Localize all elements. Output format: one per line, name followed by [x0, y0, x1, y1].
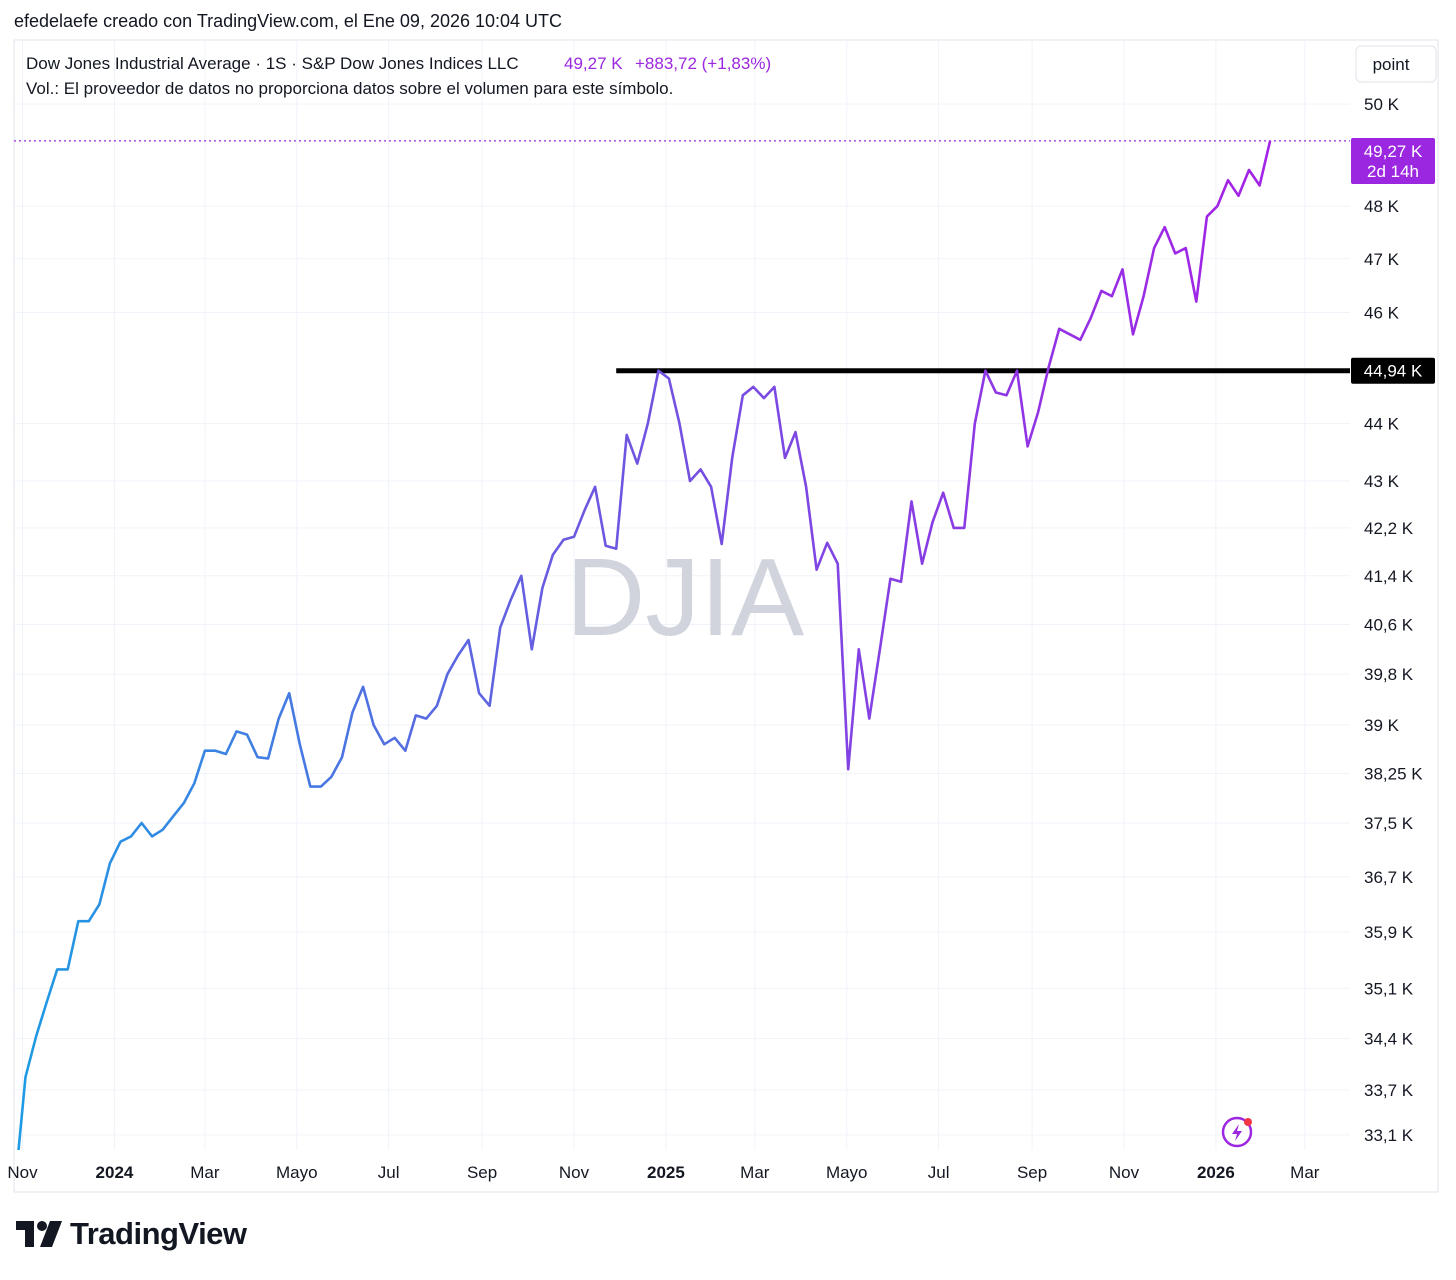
last-price-tag-bg — [1351, 138, 1435, 184]
x-tick-label: 2026 — [1197, 1163, 1235, 1182]
y-tick-label: 39,8 K — [1364, 665, 1414, 684]
level-tag: 44,94 K — [1351, 357, 1435, 384]
legend-last-value: 49,27 K — [564, 54, 623, 73]
y-tick-label: 36,7 K — [1364, 868, 1414, 887]
x-tick-label: Mayo — [826, 1163, 868, 1182]
symbol-watermark: DJIA — [566, 536, 805, 659]
y-tick-label: 35,1 K — [1364, 979, 1414, 998]
x-tick-label: Nov — [7, 1163, 38, 1182]
y-tick-label: 34,4 K — [1364, 1030, 1414, 1049]
y-tick-label: 37,5 K — [1364, 814, 1414, 833]
legend-volume-note: Vol.: El proveedor de datos no proporcio… — [26, 79, 673, 98]
y-tick-label: 39 K — [1364, 716, 1400, 735]
y-tick-label: 40,6 K — [1364, 616, 1414, 635]
tradingview-logo: TradingView — [16, 1216, 247, 1252]
scale-button-frame[interactable] — [1355, 45, 1437, 83]
bolt-icon[interactable] — [1221, 1116, 1253, 1148]
y-tick-label: 43 K — [1364, 472, 1400, 491]
scale-button[interactable]: point — [1355, 45, 1437, 83]
y-tick-label: 47 K — [1364, 250, 1400, 269]
scale-button-label[interactable]: point — [1373, 55, 1410, 74]
y-tick-label: 44 K — [1364, 415, 1400, 434]
y-tick-label: 41,4 K — [1364, 567, 1414, 586]
x-tick-label: Mar — [190, 1163, 220, 1182]
y-tick-label: 48 K — [1364, 197, 1400, 216]
x-tick-label: Nov — [1109, 1163, 1140, 1182]
x-tick-label: Nov — [559, 1163, 590, 1182]
x-tick-label: 2024 — [96, 1163, 134, 1182]
chart-frame — [13, 39, 1439, 1193]
chart-legend: Dow Jones Industrial Average · 1S · S&P … — [26, 54, 771, 98]
chart-attribution: efedelaefe creado con TradingView.com, e… — [14, 11, 563, 31]
y-tick-label: 42,2 K — [1364, 519, 1414, 538]
price-chart[interactable]: DJIA Nov 2024 Mar Mayo Jul Sep Nov 2025 Mar Mayo J… — [0, 0, 1456, 1200]
last-price-tag-countdown: 2d 14h — [1367, 162, 1419, 181]
x-tick-label: Sep — [467, 1163, 497, 1182]
last-price-tag-value: 49,27 K — [1364, 142, 1423, 161]
x-axis: Nov 2024 Mar Mayo Jul Sep Nov 2025 Mar Mayo Jul Sep… — [7, 1163, 1319, 1182]
x-tick-label: Mar — [1290, 1163, 1320, 1182]
series-line-djia — [17, 140, 1272, 1150]
tradingview-logo-text: TradingView — [70, 1216, 247, 1251]
y-tick-label: 33,7 K — [1364, 1081, 1414, 1100]
x-tick-label: Jul — [928, 1163, 950, 1182]
x-tick-label: Jul — [378, 1163, 400, 1182]
bolt-icon-glyph — [1232, 1124, 1242, 1141]
y-tick-label: 33,1 K — [1364, 1126, 1414, 1145]
legend-symbol: Dow Jones Industrial Average · 1S · S&P … — [26, 54, 519, 73]
y-tick-label: 38,25 K — [1364, 765, 1423, 784]
notification-dot — [1244, 1118, 1252, 1126]
level-tag-value: 44,94 K — [1364, 362, 1423, 381]
grid-lines — [14, 40, 1350, 1150]
x-tick-label: 2025 — [647, 1163, 685, 1182]
tradingview-logo-icon — [16, 1221, 62, 1247]
y-tick-label: 35,9 K — [1364, 923, 1414, 942]
x-tick-label: Mayo — [276, 1163, 318, 1182]
y-axis: 50 K 48 K 47 K 46 K 44 K 43 K 42,2 K 41,4 K 40,6… — [1364, 95, 1423, 1145]
level-tag-bg — [1351, 357, 1435, 384]
legend-change: +883,72 (+1,83%) — [635, 54, 771, 73]
y-tick-label: 50 K — [1364, 95, 1400, 114]
y-tick-label: 46 K — [1364, 303, 1400, 322]
last-price-tag: 49,27 K 2d 14h — [1351, 138, 1435, 184]
x-tick-label: Sep — [1017, 1163, 1047, 1182]
x-tick-label: Mar — [740, 1163, 770, 1182]
